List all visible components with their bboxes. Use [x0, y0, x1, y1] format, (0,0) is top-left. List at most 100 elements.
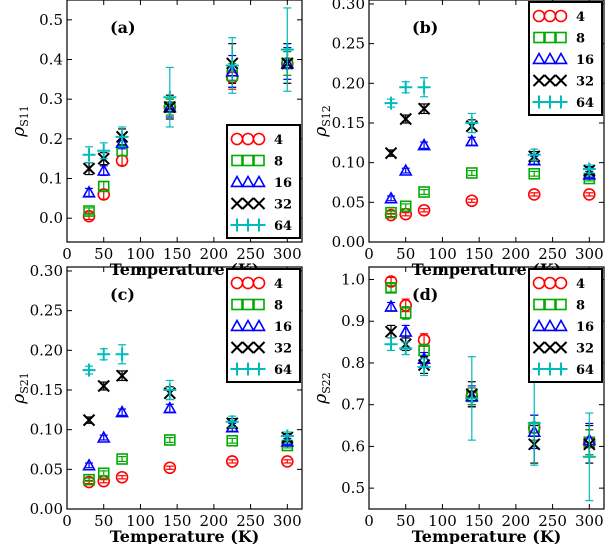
legend-label-8: 8 [576, 299, 585, 314]
y-axis-label-base: ρ [9, 394, 29, 405]
data-point-32 [384, 325, 398, 338]
legend-label-8: 8 [274, 155, 283, 170]
legend-marker-32 [230, 197, 244, 210]
legend-label-16: 16 [576, 320, 594, 335]
y-tick-label: 0.2 [39, 130, 63, 148]
series-8 [83, 434, 294, 486]
data-point-64 [399, 341, 413, 355]
legend-marker-64 [532, 362, 546, 376]
x-tick-label: 50 [94, 512, 113, 530]
legend-marker-16 [230, 174, 244, 188]
legend-marker-16 [241, 174, 255, 188]
data-point-8 [97, 180, 110, 193]
data-point-16 [384, 191, 398, 204]
y-tick-label: 0.10 [30, 421, 63, 439]
data-point-32 [399, 112, 412, 126]
y-tick-label: 0.8 [341, 354, 365, 372]
legend: 4 8 16 32 64 [528, 1, 603, 116]
y-tick-label: 0.20 [332, 74, 365, 92]
data-point-64 [384, 96, 398, 110]
x-tick-label: 100 [428, 512, 457, 530]
legend-marker-16 [252, 318, 266, 332]
legend-marker-16 [543, 318, 557, 332]
legend-marker-32 [543, 74, 557, 87]
legend-label-4: 4 [576, 10, 585, 25]
legend-marker-16 [532, 318, 546, 332]
data-point-32 [417, 102, 431, 115]
data-point-4 [163, 461, 177, 475]
data-point-64 [280, 43, 294, 57]
legend-marker-8 [533, 298, 545, 311]
y-tick-label: 0.7 [341, 396, 365, 414]
data-point-4 [527, 188, 541, 201]
panel-1: 0.0 0.1 0.2 0.3 0.4 0.5 0 50 100 150 200 250 300 Temp… [9, 0, 303, 279]
legend-marker-64 [532, 95, 546, 109]
legend-marker-64 [554, 95, 568, 109]
y-axis-label-base: ρ [311, 127, 331, 138]
y-tick-label: 0.1 [39, 170, 63, 188]
legend-marker-4 [554, 276, 568, 290]
data-point-8 [466, 167, 478, 179]
legend-label-32: 32 [274, 342, 292, 357]
data-point-64 [97, 144, 111, 158]
legend-marker-8 [231, 298, 243, 311]
x-tick-label: 0 [62, 512, 72, 530]
legend-marker-8 [544, 298, 556, 311]
y-axis-label-base: ρ [9, 127, 29, 138]
data-point-64 [280, 429, 294, 443]
x-tick-label: 300 [273, 245, 302, 263]
data-point-4 [225, 455, 239, 468]
data-point-4 [417, 203, 431, 217]
series-64 [82, 7, 294, 164]
y-tick-label: 0.15 [332, 114, 365, 132]
legend-marker-32 [241, 197, 255, 210]
plot-frame [66, 0, 303, 243]
y-axis-label-subscript: S22 [320, 372, 333, 394]
y-tick-label: 1.0 [341, 271, 365, 289]
x-tick-label: 0 [62, 245, 72, 263]
legend-marker-32 [554, 341, 568, 354]
legend-marker-4 [252, 276, 266, 290]
legend-marker-64 [554, 362, 568, 376]
legend-marker-32 [543, 341, 557, 354]
legend-marker-16 [230, 318, 244, 332]
y-tick-label: 0.4 [39, 51, 63, 69]
panel-label: (d) [412, 285, 438, 304]
panel-4: 0.5 0.6 0.7 0.8 0.9 1.0 0 50 100 150 200 250 300 Temp… [311, 266, 605, 544]
legend-marker-16 [252, 174, 266, 188]
y-tick-label: 0.25 [332, 35, 365, 53]
legend-label-4: 4 [274, 277, 283, 292]
data-point-8 [83, 473, 95, 486]
legend: 4 8 16 32 64 [226, 268, 301, 383]
y-tick-label: 0.9 [341, 312, 365, 330]
y-tick-label: 0.3 [39, 90, 63, 108]
legend-marker-8 [555, 31, 567, 44]
x-tick-label: 250 [236, 512, 265, 530]
data-point-16 [82, 458, 96, 471]
legend-marker-64 [252, 362, 266, 376]
legend-marker-8 [231, 154, 243, 167]
legend-marker-64 [230, 218, 244, 232]
y-axis-label: ρS11 [9, 105, 31, 138]
legend-label-16: 16 [274, 176, 292, 191]
x-tick-label: 100 [126, 245, 155, 263]
data-point-64 [225, 58, 239, 72]
x-tick-label: 50 [94, 245, 113, 263]
panel-label: (a) [110, 18, 136, 37]
y-axis-label-subscript: S12 [320, 105, 333, 127]
data-point-8 [385, 282, 397, 294]
legend-marker-32 [252, 197, 266, 210]
legend-marker-4 [554, 9, 568, 23]
x-tick-label: 100 [126, 512, 155, 530]
panel-label: (c) [110, 285, 135, 304]
data-point-64 [82, 363, 96, 377]
x-tick-label: 300 [575, 245, 604, 263]
plot-frame [368, 266, 605, 510]
legend: 4 8 16 32 64 [528, 268, 603, 383]
series-64 [82, 344, 294, 443]
data-point-16 [82, 185, 96, 198]
legend-marker-16 [532, 51, 546, 65]
x-tick-label: 150 [465, 512, 494, 530]
legend-label-32: 32 [274, 198, 292, 213]
data-point-64 [465, 116, 479, 130]
